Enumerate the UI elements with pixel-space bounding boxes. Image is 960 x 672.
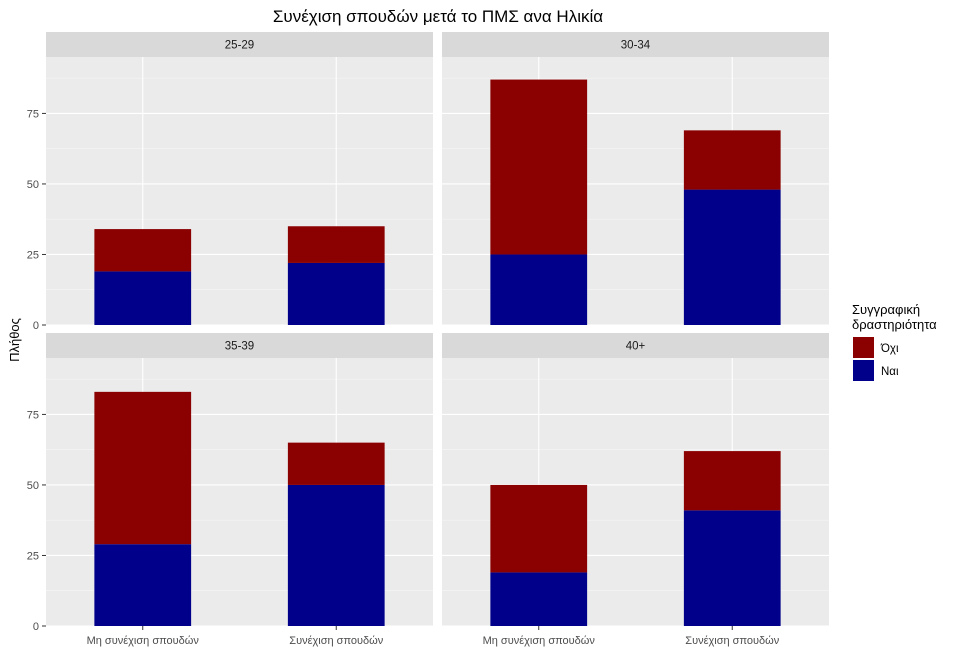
bar-nai-40+-1 xyxy=(683,510,781,626)
y-tick-label: 0 xyxy=(33,621,39,633)
x-tick-label: Μη συνέχιση σπουδών xyxy=(483,635,596,647)
bar-nai-35-39-0 xyxy=(94,544,192,626)
facet-strip xyxy=(46,333,433,358)
bar-nai-40+-0 xyxy=(490,572,588,626)
y-tick-label: 0 xyxy=(33,320,39,332)
facet-panel-25-29: 25-29 0 25 50 75 xyxy=(27,32,433,332)
legend-key-ochi xyxy=(853,337,874,358)
bar-ochi-25-29-0 xyxy=(94,229,192,272)
bar-nai-25-29-1 xyxy=(287,262,385,325)
facet-strip-label: 35-39 xyxy=(225,341,254,353)
legend-key-nai xyxy=(853,360,874,381)
y-tick-label: 25 xyxy=(27,550,39,562)
y-tick-label: 50 xyxy=(27,179,39,191)
facet-strip xyxy=(442,333,829,358)
bar-ochi-35-39-0 xyxy=(94,391,192,545)
facet-panel-40+: 40+ Μη συνέχιση σπουδών Συνέχιση σπουδών xyxy=(442,333,829,647)
bar-ochi-30-34-0 xyxy=(490,79,588,255)
facet-strip-label: 30-34 xyxy=(621,40,651,52)
bar-nai-30-34-1 xyxy=(683,189,781,325)
bar-nai-25-29-0 xyxy=(94,271,192,325)
bar-nai-30-34-0 xyxy=(490,254,588,325)
facet-strip xyxy=(46,32,433,57)
bar-ochi-40+-1 xyxy=(683,451,781,511)
bar-nai-35-39-1 xyxy=(287,484,385,626)
facet-panel-35-39: 35-39 0 25 50 75 Μη συνέχιση σπουδών Συνέχιση … xyxy=(27,333,433,647)
bar-ochi-35-39-1 xyxy=(287,442,385,485)
legend-label: Ναι xyxy=(881,366,899,378)
x-tick-label: Συνέχιση σπουδών xyxy=(289,635,383,647)
y-tick-label: 50 xyxy=(27,480,39,492)
y-axis-title: Πλήθος xyxy=(7,318,22,362)
chart-title: Συνέχιση σπουδών μετά το ΠΜΣ ανα Ηλικία xyxy=(273,7,603,26)
bar-ochi-25-29-1 xyxy=(287,226,385,263)
x-tick-label: Συνέχιση σπουδών xyxy=(685,635,779,647)
bar-ochi-30-34-1 xyxy=(683,130,781,190)
y-tick-label: 75 xyxy=(27,108,39,120)
facet-strip xyxy=(442,32,829,57)
legend-label: Όχι xyxy=(880,343,899,355)
legend-title: Συγγραφική xyxy=(852,302,920,317)
facet-panels: 25-29 0 25 50 75 30-34 35-39 0 25 50 75 Μη συνέχιση… xyxy=(27,32,829,647)
facet-strip-label: 25-29 xyxy=(225,40,254,52)
y-tick-label: 75 xyxy=(27,409,39,421)
facet-strip-label: 40+ xyxy=(626,341,646,353)
y-tick-label: 25 xyxy=(27,249,39,261)
x-tick-label: Μη συνέχιση σπουδών xyxy=(87,635,200,647)
legend-title: δραστηριότητα xyxy=(852,317,937,332)
bar-ochi-40+-0 xyxy=(490,484,588,573)
facet-panel-30-34: 30-34 xyxy=(442,32,829,326)
